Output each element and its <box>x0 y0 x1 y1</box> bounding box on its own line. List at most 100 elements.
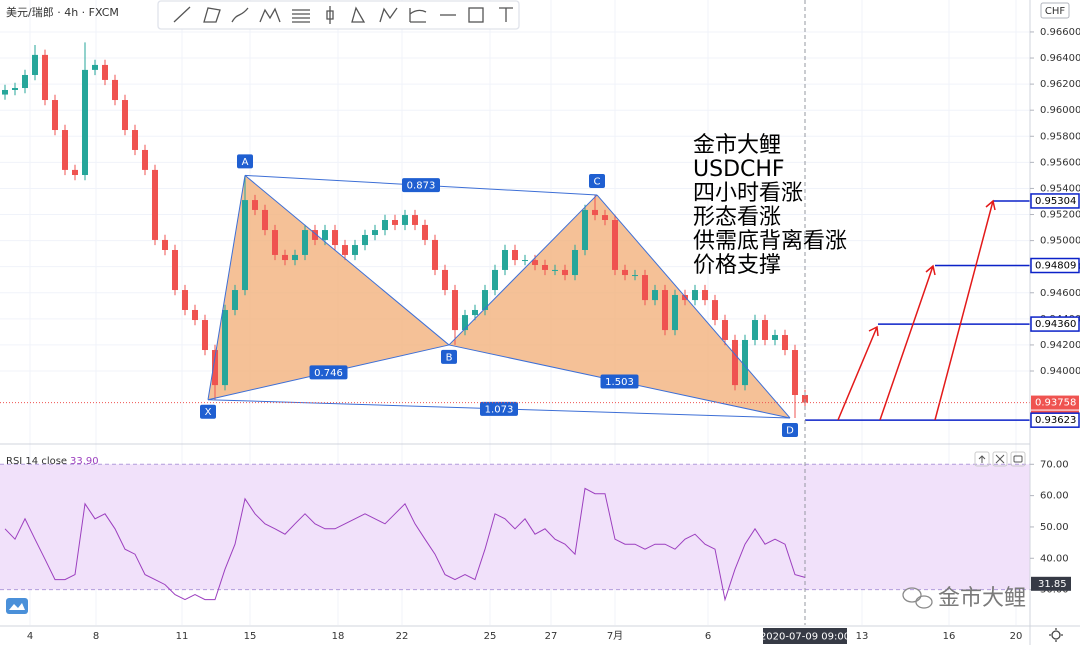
candle-body <box>332 230 338 246</box>
pattern-line <box>207 175 246 400</box>
candle-body <box>262 209 268 231</box>
tool-path[interactable] <box>379 7 398 23</box>
tool-triangle[interactable] <box>351 6 366 23</box>
candle-body <box>442 269 448 291</box>
tool-projection[interactable] <box>409 8 427 23</box>
candle-body <box>742 339 748 386</box>
candle-body <box>612 219 618 270</box>
logo-mark <box>9 603 25 610</box>
gear-teeth <box>1049 628 1063 642</box>
candle-body <box>732 339 738 386</box>
point-label: C <box>594 176 601 187</box>
level-box <box>1030 193 1080 209</box>
icon <box>995 454 1005 464</box>
candle-body <box>792 350 798 396</box>
candle-body <box>212 350 218 386</box>
close-button[interactable] <box>992 451 1008 467</box>
candle-body <box>772 335 778 340</box>
candle-body <box>372 230 378 235</box>
annotation: 供需底背离看涨 <box>693 229 847 254</box>
tool-fib[interactable] <box>292 9 310 23</box>
y-tick-label: 60.00 <box>1040 491 1069 502</box>
candle-body <box>582 209 588 250</box>
toolbar-bg <box>157 0 520 30</box>
pattern-line <box>448 194 598 346</box>
tool-rectangle[interactable] <box>468 7 484 23</box>
candle-body <box>242 200 248 291</box>
point-label: A <box>242 157 249 168</box>
annotation: 四小时看涨 <box>693 181 803 206</box>
rsi-last-label: 31.85 <box>1038 579 1067 590</box>
y-tick-label: 70.00 <box>1040 459 1069 470</box>
candle-body <box>2 89 8 95</box>
ratio-box <box>600 374 639 389</box>
tool-trend-line[interactable] <box>173 6 191 23</box>
rsi-controls <box>974 451 1026 467</box>
back-layer <box>0 175 1030 591</box>
candle-body <box>462 315 468 331</box>
level-box <box>1030 257 1080 274</box>
candle-body <box>532 260 538 265</box>
point-box <box>782 422 798 437</box>
currency: CHF <box>1045 6 1066 17</box>
candle-body <box>722 320 728 340</box>
y-tick-label: 0.95400 <box>1040 183 1080 194</box>
currency-box <box>1040 2 1070 19</box>
icon <box>978 455 986 463</box>
arrow <box>934 199 996 421</box>
candle-body <box>102 64 108 80</box>
candle-body <box>112 79 118 101</box>
tool-curve[interactable] <box>231 7 249 23</box>
tool-polyline[interactable] <box>203 7 221 23</box>
y-tick-label: 0.95200 <box>1040 210 1080 221</box>
rsi-title: RSI 14 close <box>6 456 67 467</box>
ratio-box <box>309 365 348 380</box>
tool-text[interactable] <box>499 7 513 22</box>
annotation: 金市大鲤 <box>693 133 781 158</box>
candle-body <box>252 200 258 210</box>
target-arrows <box>837 199 996 421</box>
candle-body <box>282 254 288 261</box>
pattern-line <box>244 175 450 346</box>
candle-body <box>762 320 768 340</box>
rsi-last-box <box>1031 576 1071 591</box>
candle-body <box>552 269 558 271</box>
y-tick-label: 0.95000 <box>1040 236 1080 247</box>
tool-pattern[interactable] <box>259 7 281 23</box>
y-tick-label: 0.94000 <box>1040 366 1080 377</box>
annotation: 价格支撑 <box>693 253 781 278</box>
candle-body <box>482 290 488 310</box>
candle-body <box>622 269 628 276</box>
candle-body <box>672 294 678 331</box>
candle-body <box>382 219 388 231</box>
gear <box>1051 630 1061 640</box>
maximize-button[interactable] <box>1010 451 1026 467</box>
ratio-box <box>480 401 518 416</box>
settings-button[interactable] <box>1049 628 1063 642</box>
level-label: 0.94360 <box>1035 319 1076 330</box>
candle-body <box>752 320 758 340</box>
candle-body <box>592 209 598 216</box>
ratio-box <box>402 178 440 193</box>
move-up-button[interactable] <box>974 451 990 467</box>
candle-body <box>272 230 278 255</box>
candles <box>2 42 808 418</box>
cursor-label: 2020-07-09 09:00 <box>760 632 850 643</box>
candle-body <box>542 264 548 270</box>
y-tick-label: 0.94600 <box>1040 288 1080 299</box>
tool-bar[interactable] <box>326 6 334 24</box>
level-label: 0.93623 <box>1035 415 1076 426</box>
ratio-label: 0.873 <box>407 181 436 192</box>
candle-body <box>232 290 238 310</box>
symbol-title: 美元/瑞郎 · 4h · FXCM <box>6 5 119 19</box>
candle-body <box>302 230 308 255</box>
ratio-label: 1.073 <box>485 404 514 415</box>
pattern-line <box>596 194 791 419</box>
x-tick-label: 16 <box>943 631 956 642</box>
last-price-box <box>1031 395 1079 410</box>
candle-body <box>682 294 688 301</box>
candle-body <box>802 395 808 403</box>
rsi-current: 33.90 <box>70 456 99 467</box>
candle-body <box>322 230 328 240</box>
candle-body <box>402 215 408 225</box>
